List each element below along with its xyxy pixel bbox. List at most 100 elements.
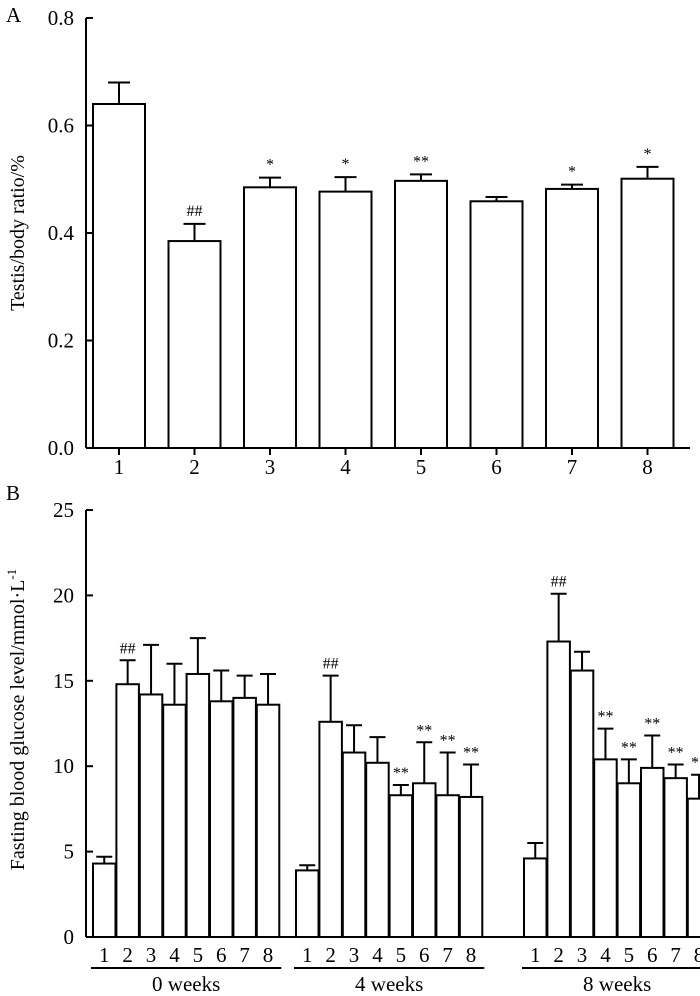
bar xyxy=(394,179,448,450)
y-tick-label: 0.6 xyxy=(48,114,74,138)
bar xyxy=(232,696,257,938)
bar xyxy=(295,869,320,938)
y-axis-label: Testis/body ratio/% xyxy=(7,155,29,311)
significance-mark: ** xyxy=(621,739,637,756)
panel-a-chart: A 0.0 0.2 0.4 0.6 0.8 Testis/body ratio/% 1 2 ## 3… xyxy=(6,3,690,479)
significance-mark: ## xyxy=(120,640,136,657)
bar xyxy=(92,103,146,449)
significance-mark: ** xyxy=(463,744,479,761)
group-label: 8 weeks xyxy=(583,972,651,996)
x-tick-label: 6 xyxy=(647,943,658,967)
y-tick-label: 10 xyxy=(53,754,74,778)
significance-mark: ## xyxy=(323,656,339,673)
significance-mark: ** xyxy=(440,733,456,750)
bar xyxy=(341,751,367,939)
bar xyxy=(209,700,234,939)
x-tick-label: 5 xyxy=(624,943,635,967)
y-tick-label: 20 xyxy=(53,583,74,607)
x-tick-label: 8 xyxy=(263,943,274,967)
bar xyxy=(185,672,211,939)
group-label: 0 weeks xyxy=(152,972,220,996)
y-axis-label: Fasting blood glucose level/mmol·L-1 xyxy=(4,569,29,870)
significance-mark: ** xyxy=(668,744,684,761)
bar xyxy=(640,766,665,939)
bar xyxy=(620,177,675,449)
x-tick-label: 3 xyxy=(265,455,276,479)
x-tick-label: 1 xyxy=(99,943,110,967)
bar xyxy=(412,782,437,939)
x-tick-label: 5 xyxy=(193,943,204,967)
x-tick-label: 7 xyxy=(239,943,250,967)
x-tick-label: 6 xyxy=(216,943,227,967)
bar xyxy=(469,200,524,449)
y-axis-label-superscript: -1 xyxy=(4,569,19,580)
y-tick-label: 0 xyxy=(64,925,75,949)
significance-mark: * xyxy=(568,164,576,181)
bar xyxy=(663,777,688,938)
y-axis-label-main: Fasting blood glucose level/mmol·L xyxy=(7,580,29,871)
bar xyxy=(523,857,548,939)
significance-mark: ## xyxy=(551,574,567,591)
x-tick-label: 3 xyxy=(577,943,588,967)
y-tick-label: 0.8 xyxy=(48,6,74,30)
x-tick-label: 1 xyxy=(114,455,125,479)
x-tick-label: 1 xyxy=(302,943,313,967)
x-tick-label: 2 xyxy=(122,943,133,967)
y-tick-label: 25 xyxy=(53,498,74,522)
bar xyxy=(255,703,281,938)
x-tick-label: 2 xyxy=(325,943,336,967)
significance-mark: ** xyxy=(393,765,409,782)
significance-mark: * xyxy=(342,156,350,173)
y-tick-label: 0.2 xyxy=(48,329,74,353)
group-label: 4 weeks xyxy=(355,972,423,996)
x-tick-label: 4 xyxy=(340,455,351,479)
bar xyxy=(92,862,117,939)
bar xyxy=(162,703,187,938)
x-tick-label: 1 xyxy=(530,943,541,967)
x-tick-label: 4 xyxy=(372,943,383,967)
x-tick-label: 4 xyxy=(600,943,611,967)
significance-mark: * xyxy=(266,157,274,174)
significance-mark: ** xyxy=(644,715,660,732)
bar xyxy=(458,795,484,938)
significance-mark: * xyxy=(644,146,652,163)
x-tick-label: 3 xyxy=(146,943,157,967)
y-tick-label: 5 xyxy=(64,840,75,864)
bar xyxy=(243,186,297,449)
x-tick-label: 5 xyxy=(416,455,427,479)
x-tick-label: 6 xyxy=(419,943,430,967)
significance-mark: ** xyxy=(416,722,432,739)
x-tick-label: 5 xyxy=(396,943,407,967)
x-tick-label: 2 xyxy=(553,943,564,967)
y-tick-label: 15 xyxy=(53,669,74,693)
bar xyxy=(545,187,599,450)
x-tick-label: 8 xyxy=(466,943,477,967)
bar xyxy=(569,669,595,938)
x-tick-label: 8 xyxy=(642,455,653,479)
y-tick-label: 0.4 xyxy=(48,221,75,245)
x-tick-label: 3 xyxy=(349,943,360,967)
x-tick-label: 8 xyxy=(694,943,700,967)
bar xyxy=(115,683,140,938)
bar xyxy=(138,693,164,938)
x-tick-label: 4 xyxy=(169,943,180,967)
panel-b-label: B xyxy=(6,481,20,505)
x-tick-label: 2 xyxy=(189,455,200,479)
bar xyxy=(388,794,414,939)
significance-mark: ## xyxy=(187,203,203,220)
x-tick-label: 7 xyxy=(567,455,578,479)
significance-mark: ** xyxy=(691,755,700,772)
bar xyxy=(546,640,571,938)
bar xyxy=(593,758,618,938)
bar xyxy=(365,761,390,938)
bar xyxy=(616,782,642,939)
panel-a-label: A xyxy=(6,3,22,27)
bar xyxy=(686,797,700,938)
x-tick-label: 7 xyxy=(670,943,681,967)
x-tick-label: 7 xyxy=(442,943,453,967)
significance-mark: ** xyxy=(597,709,613,726)
bar xyxy=(167,240,222,449)
y-tick-label: 0.0 xyxy=(48,436,74,460)
